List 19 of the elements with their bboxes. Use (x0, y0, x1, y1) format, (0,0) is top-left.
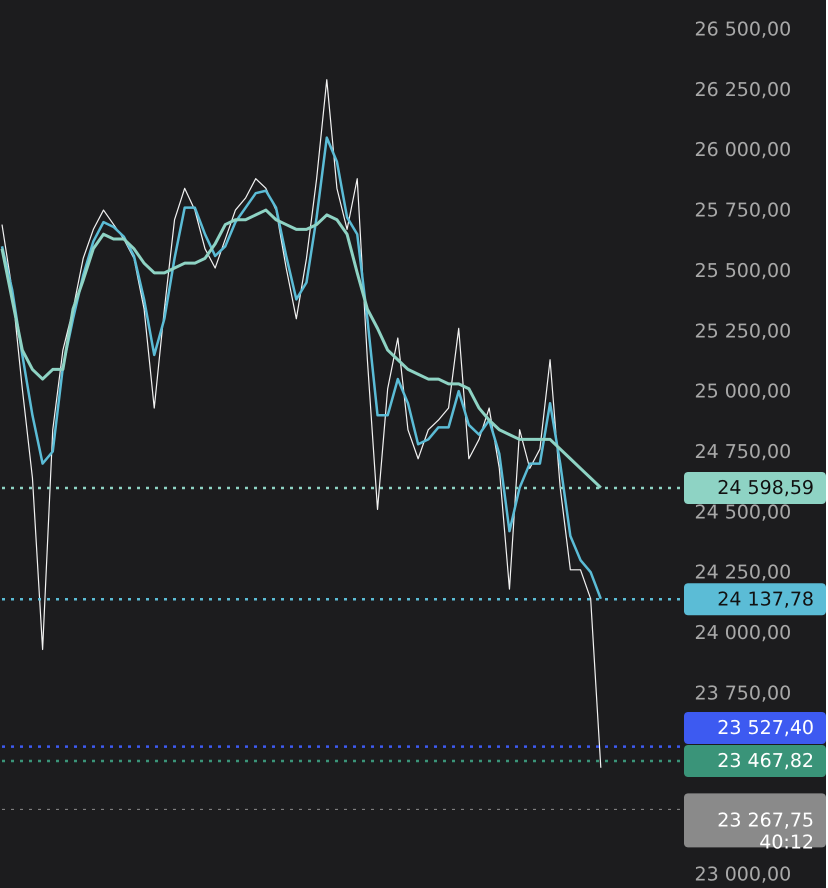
ref-line-label: 23 267,75 40:12 (717, 809, 814, 854)
ref-line-label: 23 467,82 (717, 750, 814, 772)
y-tick-label: 23 000,00 (694, 864, 792, 886)
ref-line-label: 23 527,40 (717, 717, 814, 740)
y-tick-label: 23 750,00 (694, 682, 792, 704)
ref-line-label: 24 598,59 (717, 477, 814, 500)
ref-line-label: 24 137,78 (717, 588, 814, 610)
y-tick-label: 26 250,00 (694, 78, 792, 101)
y-tick-label: 26 000,00 (694, 139, 792, 162)
y-tick-label: 25 250,00 (694, 320, 792, 342)
y-tick-label: 24 750,00 (694, 441, 792, 463)
y-tick-label: 24 000,00 (694, 622, 792, 644)
y-tick-label: 24 500,00 (694, 501, 792, 524)
y-tick-label: 24 250,00 (694, 562, 792, 584)
y-tick-label: 25 000,00 (694, 380, 792, 403)
y-tick-label: 25 750,00 (694, 200, 792, 222)
y-tick-label: 25 500,00 (694, 260, 792, 282)
y-tick-label: 26 500,00 (694, 18, 792, 40)
line-series (1, 79, 602, 768)
